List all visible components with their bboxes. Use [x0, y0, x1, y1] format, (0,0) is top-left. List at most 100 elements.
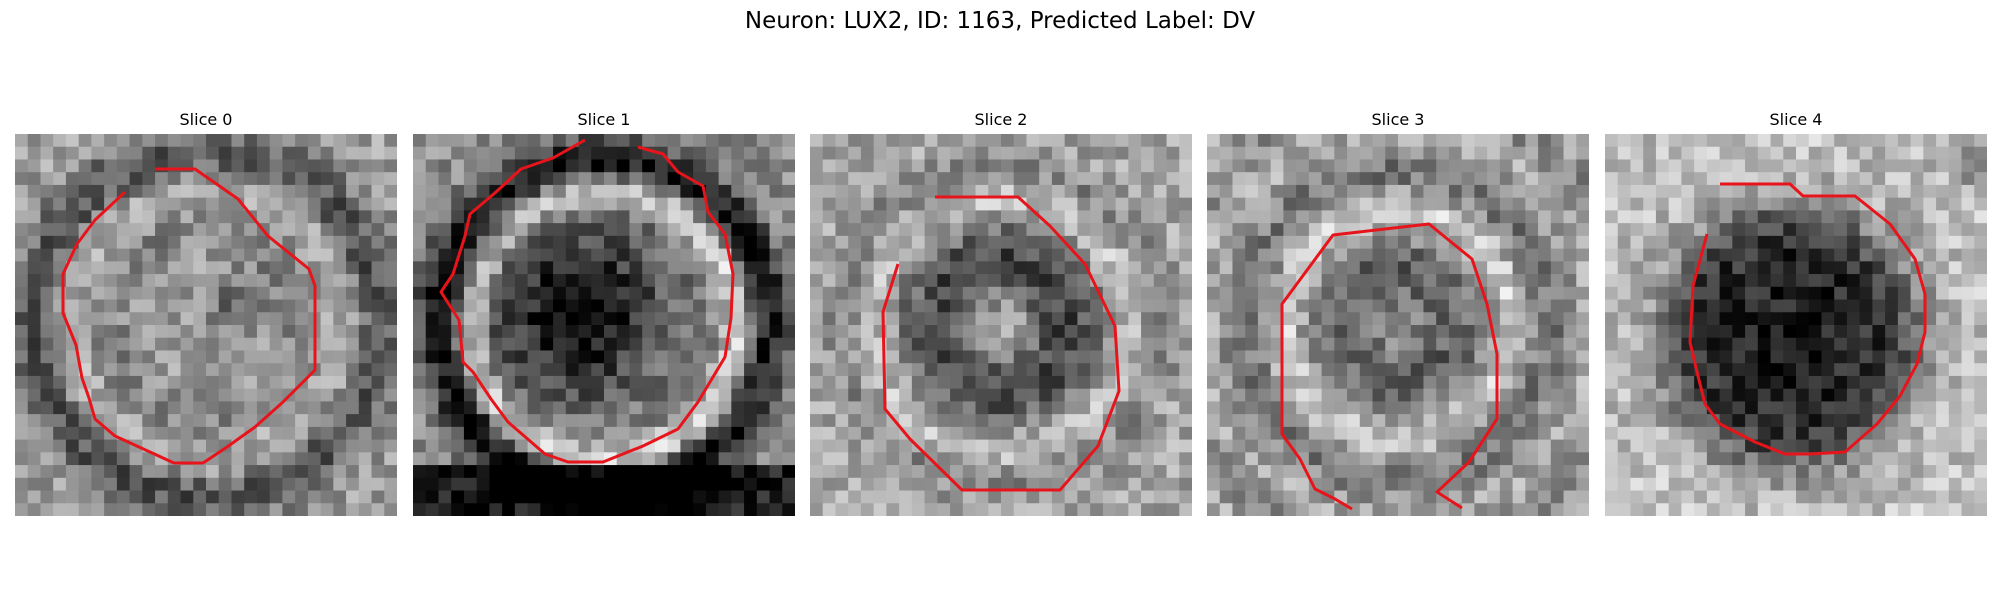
image-pixel: [104, 452, 117, 465]
image-pixel: [848, 491, 861, 504]
image-pixel: [1809, 491, 1822, 504]
image-pixel: [1720, 198, 1733, 211]
image-pixel: [1923, 503, 1936, 516]
image-pixel: [1309, 363, 1322, 376]
image-pixel: [372, 261, 385, 274]
image-pixel: [810, 401, 823, 414]
image-pixel: [130, 491, 143, 504]
image-pixel: [1500, 287, 1513, 300]
image-pixel: [1167, 503, 1180, 516]
image-pixel: [1707, 491, 1720, 504]
image-pixel: [1232, 363, 1245, 376]
image-pixel: [308, 134, 321, 147]
image-pixel: [104, 159, 117, 172]
image-pixel: [1847, 376, 1860, 389]
image-pixel: [413, 376, 426, 389]
image-pixel: [1116, 414, 1129, 427]
image-pixel: [1449, 325, 1462, 338]
image-pixel: [1411, 134, 1424, 147]
image-pixel: [1116, 287, 1129, 300]
image-pixel: [40, 350, 53, 363]
image-pixel: [1347, 440, 1360, 453]
image-pixel: [1936, 249, 1949, 262]
image-pixel: [384, 210, 397, 223]
image-pixel: [1052, 274, 1065, 287]
image-pixel: [219, 159, 232, 172]
image-pixel: [270, 210, 283, 223]
image-pixel: [321, 134, 334, 147]
image-pixel: [464, 300, 477, 313]
image-pixel: [1576, 478, 1589, 491]
image-pixel: [384, 350, 397, 363]
image-pixel: [1322, 312, 1335, 325]
image-pixel: [91, 185, 104, 198]
image-pixel: [1232, 350, 1245, 363]
image-pixel: [1974, 287, 1987, 300]
image-pixel: [874, 312, 887, 325]
image-pixel: [693, 261, 706, 274]
image-pixel: [540, 274, 553, 287]
image-pixel: [1500, 172, 1513, 185]
image-pixel: [1014, 261, 1027, 274]
image-pixel: [1525, 478, 1538, 491]
image-pixel: [270, 503, 283, 516]
image-pixel: [244, 350, 257, 363]
image-pixel: [1449, 287, 1462, 300]
image-pixel: [1154, 389, 1167, 402]
image-pixel: [1258, 414, 1271, 427]
image-pixel: [477, 287, 490, 300]
image-pixel: [1436, 147, 1449, 160]
image-pixel: [553, 325, 566, 338]
image-pixel: [770, 363, 783, 376]
image-pixel: [1360, 389, 1373, 402]
image-pixel: [1720, 338, 1733, 351]
image-pixel: [206, 134, 219, 147]
image-pixel: [937, 401, 950, 414]
image-pixel: [937, 427, 950, 440]
image-pixel: [1656, 134, 1669, 147]
image-pixel: [1039, 350, 1052, 363]
image-pixel: [489, 249, 502, 262]
image-pixel: [1411, 465, 1424, 478]
image-pixel: [168, 376, 181, 389]
image-pixel: [1283, 503, 1296, 516]
image-pixel: [464, 503, 477, 516]
image-pixel: [1872, 147, 1885, 160]
image-pixel: [976, 491, 989, 504]
image-pixel: [1232, 389, 1245, 402]
image-pixel: [912, 414, 925, 427]
image-pixel: [1643, 159, 1656, 172]
image-pixel: [1039, 261, 1052, 274]
image-pixel: [91, 338, 104, 351]
image-pixel: [1669, 401, 1682, 414]
image-pixel: [270, 414, 283, 427]
image-pixel: [757, 465, 770, 478]
image-pixel: [963, 440, 976, 453]
image-pixel: [1974, 452, 1987, 465]
image-pixel: [1398, 350, 1411, 363]
image-pixel: [1271, 274, 1284, 287]
image-pixel: [130, 452, 143, 465]
image-pixel: [1398, 300, 1411, 313]
image-pixel: [629, 172, 642, 185]
image-pixel: [1077, 414, 1090, 427]
image-pixel: [282, 440, 295, 453]
image-pixel: [1643, 376, 1656, 389]
image-pixel: [1411, 414, 1424, 427]
image-pixel: [1001, 363, 1014, 376]
image-pixel: [1500, 491, 1513, 504]
image-pixel: [1411, 274, 1424, 287]
image-pixel: [1911, 491, 1924, 504]
image-pixel: [1449, 185, 1462, 198]
image-pixel: [1898, 198, 1911, 211]
image-pixel: [1525, 491, 1538, 504]
image-pixel: [1643, 261, 1656, 274]
image-pixel: [1179, 172, 1192, 185]
image-pixel: [1423, 414, 1436, 427]
image-pixel: [346, 350, 359, 363]
image-pixel: [372, 503, 385, 516]
image-pixel: [451, 172, 464, 185]
image-pixel: [925, 503, 938, 516]
image-pixel: [1962, 338, 1975, 351]
image-pixel: [1167, 350, 1180, 363]
